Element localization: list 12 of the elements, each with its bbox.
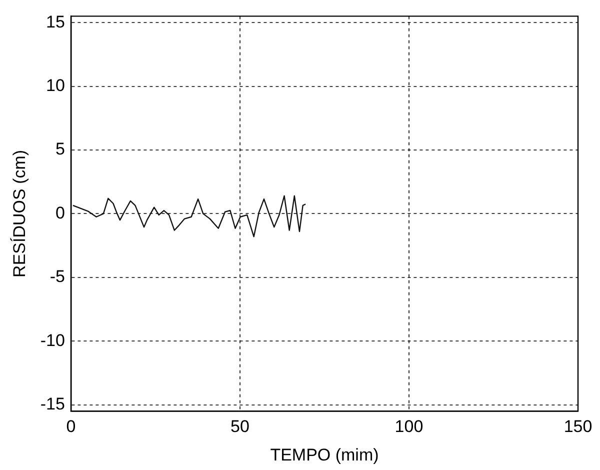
- x-tick-label: 100: [394, 417, 424, 436]
- y-tick-label: 10: [46, 76, 65, 95]
- x-tick-label: 50: [230, 417, 250, 436]
- y-tick-label: -15: [40, 394, 65, 414]
- x-axis-title: TEMPO (mim): [270, 445, 379, 464]
- y-axis-title: RESÍDUOS (cm): [10, 150, 29, 278]
- y-tick-label: -10: [40, 330, 65, 350]
- y-tick-label: 5: [56, 140, 65, 159]
- y-tick-label: -5: [50, 267, 65, 286]
- y-tick-label: 0: [56, 203, 65, 222]
- x-tick-label: 150: [564, 417, 592, 436]
- y-tick-label: 15: [46, 12, 65, 32]
